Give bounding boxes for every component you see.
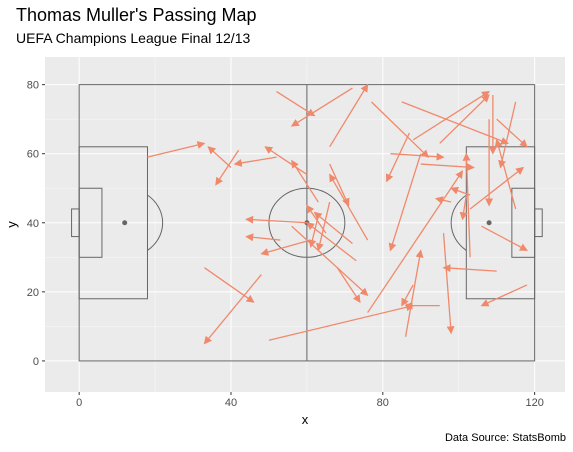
y-tick-label: 0 — [33, 356, 39, 368]
x-axis-label: x — [302, 412, 309, 427]
pass-arrow — [459, 195, 468, 221]
pass-arrow — [268, 303, 415, 341]
y-tick-label: 80 — [27, 80, 39, 92]
pass-arrow — [306, 204, 327, 234]
pass-arrow — [420, 163, 475, 172]
pass-arrow — [412, 90, 490, 141]
pass-arrow — [264, 146, 308, 175]
x-tick-label: 0 — [76, 397, 82, 409]
pass-arrow — [329, 173, 369, 241]
pitch — [71, 84, 543, 362]
x-axis-ticks: 0 40 80 120 — [76, 392, 544, 409]
pass-arrow — [207, 146, 232, 168]
pass-arrow — [498, 101, 517, 169]
pass-arrow — [496, 118, 528, 148]
x-tick-label: 80 — [377, 397, 389, 409]
right-goal — [534, 208, 543, 238]
pass-arrow — [370, 101, 430, 158]
right-penalty-arc — [450, 194, 467, 251]
pass-arrow — [147, 141, 206, 158]
pass-arrow — [367, 170, 464, 313]
center-circle — [268, 187, 346, 258]
chart-subtitle: UEFA Champions League Final 12/13 — [16, 30, 251, 46]
pass-arrow — [291, 159, 319, 203]
pass-arrow — [494, 138, 517, 210]
pass-arrow — [233, 156, 277, 167]
pass-arrow — [203, 274, 262, 345]
pass-arrow — [385, 132, 410, 183]
pass-arrow — [329, 83, 369, 148]
pass-arrow — [306, 222, 357, 262]
pass-arrow — [439, 94, 490, 144]
pass-arrow — [401, 284, 414, 307]
y-tick-label: 20 — [27, 287, 39, 299]
y-tick-label: 40 — [27, 218, 39, 230]
x-tick-label: 120 — [525, 397, 543, 409]
pass-arrow — [215, 149, 240, 186]
chart-title: Thomas Muller's Passing Map — [16, 5, 257, 25]
pass-arrow — [462, 152, 471, 258]
pass-arrow — [260, 239, 311, 256]
y-tick-label: 60 — [27, 149, 39, 161]
pass-arrow — [245, 215, 307, 224]
pass-arrow — [290, 87, 353, 127]
y-axis-ticks: 0 20 40 60 80 — [27, 80, 45, 368]
left-penalty-arc — [147, 194, 164, 251]
right-penalty-spot — [486, 220, 492, 226]
pass-arrow — [204, 267, 255, 303]
left-goal — [71, 208, 80, 238]
pass-arrow — [434, 196, 452, 205]
pass-arrow — [276, 90, 316, 117]
pass-arrow — [442, 233, 455, 335]
pass-arrow — [388, 153, 422, 252]
pass-arrow — [329, 163, 350, 207]
pass-arrow — [481, 225, 528, 251]
pass-arrow — [469, 166, 525, 210]
y-axis-label: y — [4, 221, 19, 228]
pass-arrow — [404, 249, 424, 337]
pass-arrow — [401, 101, 509, 145]
pass-arrow — [480, 284, 528, 307]
left-penalty-spot — [122, 220, 128, 226]
pass-arrows — [147, 83, 528, 345]
data-source-caption: Data Source: StatsBomb — [444, 432, 566, 444]
pass-arrow — [245, 233, 281, 242]
x-tick-label: 40 — [225, 397, 237, 409]
pass-arrow — [442, 264, 497, 273]
pass-arrow — [291, 225, 369, 296]
pass-arrow — [313, 211, 353, 244]
pass-arrow — [336, 267, 361, 304]
pass-arrow — [450, 186, 471, 196]
plot-panel — [45, 57, 565, 392]
pass-arrow — [315, 201, 331, 252]
